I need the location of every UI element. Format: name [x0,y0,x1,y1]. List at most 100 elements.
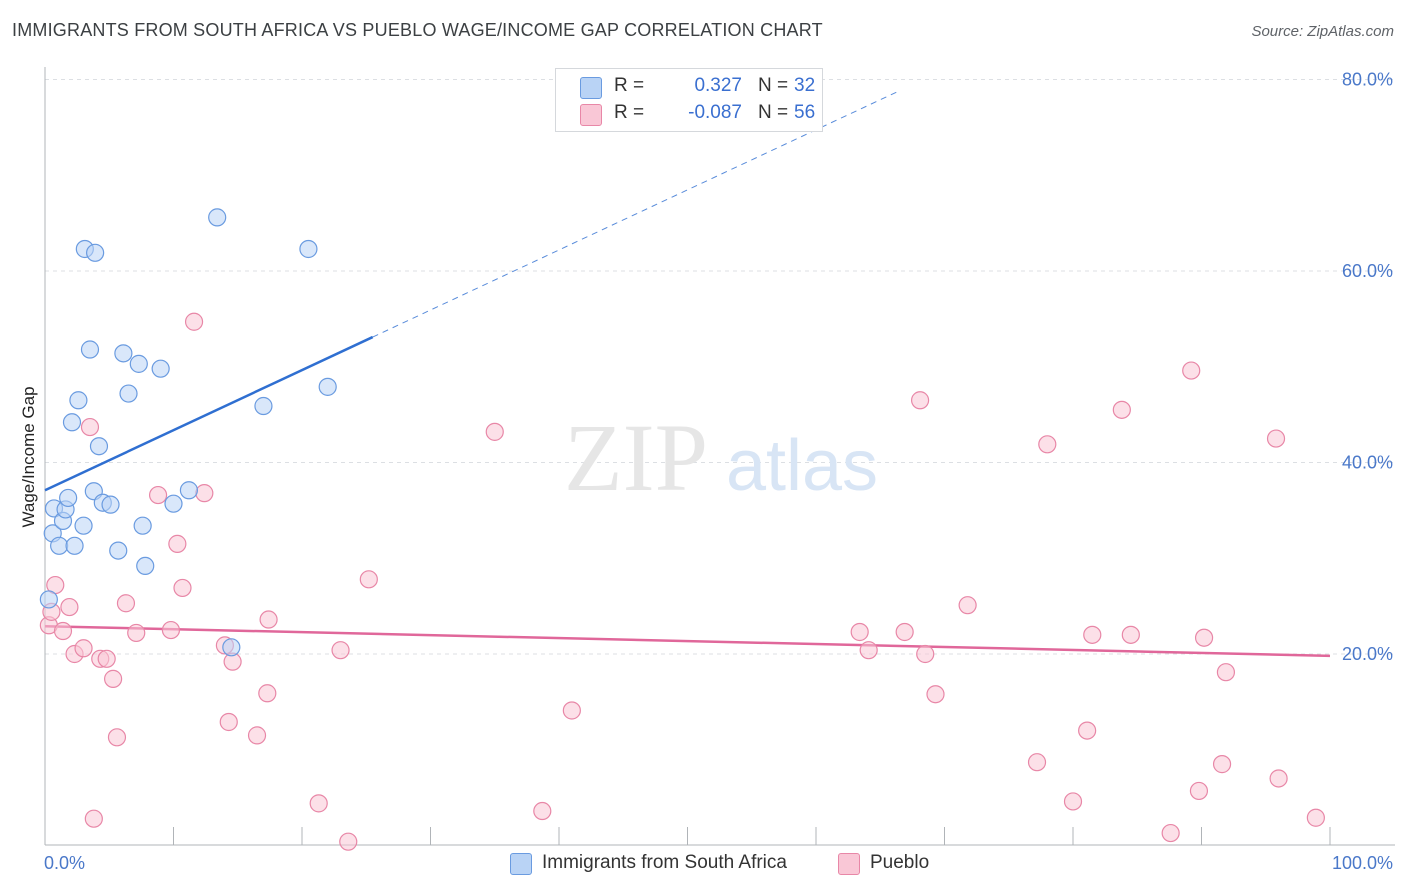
pueblo-point [74,639,93,658]
pueblo-point [258,684,277,703]
trend-lines [44,90,1331,658]
south-africa-point [89,437,109,456]
pueblo-point [895,622,914,642]
watermark-atlas: atlas [726,426,878,506]
south-africa-point [318,377,337,396]
r-label: R = [614,102,645,123]
pueblo-point [148,485,168,505]
pueblo-point [168,534,187,553]
pueblo-point [916,644,935,664]
pueblo-point [309,794,328,813]
pueblo-point [104,669,123,688]
pueblo-point [850,622,869,642]
pueblo-point [247,726,267,745]
pueblo-point [1038,435,1057,454]
south-africa-point [129,354,148,373]
pueblo-trend-line [44,624,1331,658]
n-value: 56 [794,102,816,123]
pueblo-point [1027,753,1047,772]
pueblo-point [1269,769,1288,788]
pink-swatch [580,104,602,126]
south-africa-point [133,516,152,535]
south-africa-point [254,396,273,416]
pueblo-point [1194,628,1214,647]
south-africa-point [136,556,155,576]
pueblo-point [859,641,878,660]
pueblo-point [1078,721,1097,740]
pueblo-point [107,728,127,747]
south-africa-point [164,494,183,513]
pueblo-point [1182,361,1201,380]
pueblo-point [1161,823,1180,843]
pueblo-point [958,596,977,615]
watermark-zip: ZIP [564,404,708,511]
pueblo-point [127,623,146,643]
pueblo-point [161,620,181,640]
south-africa-point [80,340,100,359]
pueblo-point [562,701,581,720]
pueblo-point [219,712,238,732]
axes [44,67,1395,846]
south-africa-point [109,541,128,560]
pueblo-point [80,417,100,437]
south-africa-point [62,413,82,432]
y-tick-label: 40.0% [1342,453,1393,473]
pueblo-point [1266,429,1286,448]
pueblo-point [1216,663,1236,682]
south-africa-point [69,391,88,410]
south-africa-point [208,208,227,227]
blue-swatch [580,77,602,99]
south-africa-point [114,344,133,363]
r-value: -0.087 [688,102,742,123]
pueblo-point [359,570,378,589]
south-africa-point [39,590,58,609]
x-tick-label: 0.0% [44,853,85,873]
pueblo-point [485,422,504,441]
pueblo-point [173,578,192,598]
pueblo-point [910,391,930,410]
south-africa-trend-line [44,335,374,492]
pueblo-point [1112,400,1131,419]
south-africa-point [299,239,318,259]
south-africa-point [179,481,199,500]
pueblo-point [259,610,278,629]
pueblo-point [1306,808,1325,827]
r-label: R = [614,75,645,96]
south-africa-point [74,516,93,535]
south-africa-point [50,536,69,555]
legend-label-south-africa: Immigrants from South Africa [542,852,787,873]
n-label: N = [758,102,789,123]
y-tick-label: 60.0% [1342,261,1393,281]
pueblo-point [97,649,116,668]
r-value: 0.327 [694,75,742,96]
y-tick-labels: 20.0% 40.0% 60.0% 80.0% [1342,70,1393,665]
pueblo-point [1083,625,1102,644]
source-label: Source: ZipAtlas.com [1251,23,1394,40]
pueblo-point [53,621,73,641]
south-africa-point [151,359,170,378]
pueblo-point [1189,781,1209,801]
y-axis-label: Wage/Income Gap [19,386,38,527]
south-africa-point [101,495,120,514]
pueblo-point [331,641,350,660]
pueblo-point [60,597,79,617]
pueblo-point [1121,625,1140,644]
pueblo-point [533,801,552,821]
pueblo-point [1063,792,1083,811]
pueblo-point [184,312,204,331]
chart-title: IMMIGRANTS FROM SOUTH AFRICA VS PUEBLO W… [12,20,823,40]
pueblo-point [84,809,103,828]
south-africa-points [39,208,337,657]
south-africa-point [222,638,241,657]
south-africa-point [86,243,105,262]
y-tick-label: 80.0% [1342,70,1393,90]
pueblo-point [1212,755,1232,774]
south-africa-point [119,384,138,403]
n-label: N = [758,75,789,96]
pueblo-point [195,484,214,503]
pink-swatch [838,853,860,875]
x-tick-labels: 0.0% 100.0% [44,853,1393,873]
blue-swatch [510,853,532,875]
pueblo-point [926,685,945,704]
